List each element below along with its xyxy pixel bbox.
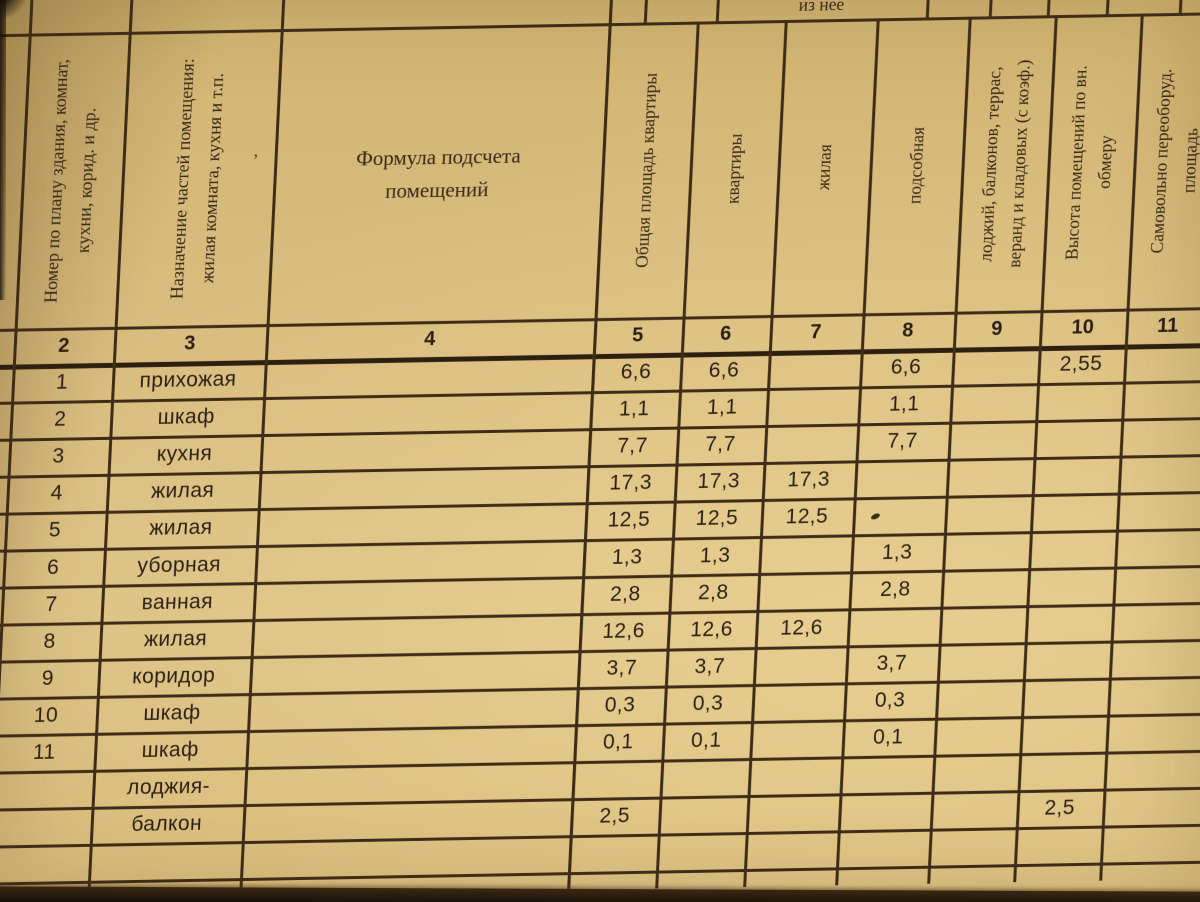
- cell-label-row8: жилая: [143, 626, 208, 651]
- col-number: 11: [1156, 314, 1179, 337]
- cell-c5-row7: 2,8: [609, 581, 642, 606]
- col-header-total-area: Общая площадь квартиры: [630, 72, 660, 268]
- cell-num-row3: 3: [51, 444, 66, 468]
- cell-label-row5: жилая: [148, 515, 214, 540]
- cell-c5-row10: 0,3: [604, 692, 636, 717]
- cell-label-row4: жилая: [150, 478, 215, 503]
- cell-num-row5: 5: [48, 518, 62, 542]
- cell-c5-row3: 7,7: [616, 433, 649, 458]
- col-number: 5: [631, 323, 644, 347]
- grid-vline-stub: [1046, 0, 1052, 16]
- cell-c5-row1: 6,6: [620, 359, 652, 384]
- grid-vline-stub: [1178, 0, 1184, 13]
- cell-c8-row7: 2,8: [879, 576, 912, 601]
- cell-num-row2: 2: [53, 407, 67, 431]
- col-header-calc-formula: Формула подсчета помещений: [355, 143, 522, 203]
- grid-vline-stub: [1105, 0, 1111, 15]
- cell-c8-row6: 1,3: [881, 539, 913, 564]
- cell-c6-row6: 1,3: [699, 543, 731, 567]
- cell-c6-row3: 7,7: [704, 432, 737, 456]
- col-header-auxiliary: подсобная: [903, 126, 928, 204]
- cell-label-row2: шкаф: [157, 404, 216, 429]
- cell-c10-row13: 2,5: [1043, 795, 1076, 820]
- photo-corner-shadow: [0, 0, 52, 42]
- cell-c6-row2: 1,1: [706, 395, 739, 419]
- cell-label-row1: прихожая: [139, 367, 237, 392]
- cell-num-row10: 10: [33, 703, 59, 727]
- cell-num-row9: 9: [41, 666, 55, 690]
- cell-c7-row5: 12,5: [785, 504, 829, 529]
- cell-c6-row10: 0,3: [692, 691, 724, 715]
- cell-c8-row10: 0,3: [874, 687, 906, 712]
- col-header-room-purpose: Назначение частей помещения: жилая комна…: [166, 57, 227, 299]
- cell-c5-row9: 3,7: [606, 655, 638, 680]
- cell-num-row1: 1: [55, 370, 69, 394]
- col-header-living: жилая: [812, 143, 835, 190]
- photo-left-edge-shadow: [0, 0, 6, 300]
- table-body: 1 прихожая 6,6 6,6 6,6 2,55 2 шкаф 1,1 1,1 1,1 3 кух…: [10, 0, 1200, 836]
- cell-label-row10: шкаф: [142, 700, 202, 725]
- cell-label-row11: шкаф: [141, 737, 200, 762]
- col-number: 8: [901, 318, 914, 342]
- cell-label-row9: коридор: [131, 663, 216, 688]
- cell-label-row13: балкон: [130, 811, 203, 836]
- grid-vline-stub: [643, 0, 649, 23]
- col-number: 10: [1071, 315, 1095, 339]
- cell-c6-row1: 6,6: [708, 358, 740, 382]
- cell-c6-row9: 3,7: [694, 654, 726, 678]
- col-header-apartment: квартиры: [721, 132, 745, 204]
- col-number: 3: [183, 331, 196, 355]
- col-number: 2: [57, 334, 70, 357]
- cell-num-row4: 4: [50, 481, 64, 505]
- cell-c7-row8: 12,6: [779, 615, 824, 640]
- cell-num-row8: 8: [43, 629, 57, 653]
- cell-c5-row11: 0,1: [602, 729, 635, 754]
- cell-c5-row6: 1,3: [611, 544, 643, 569]
- cell-c6-row11: 0,1: [690, 728, 723, 752]
- cell-c5-row4: 17,3: [608, 470, 653, 495]
- cell-c5-row8: 12,6: [601, 618, 646, 643]
- cell-c6-row7: 2,8: [697, 580, 730, 604]
- col-number: 6: [719, 322, 732, 345]
- cell-c8-row1: 6,6: [890, 354, 922, 379]
- grid-vline-stub: [988, 0, 994, 17]
- col-number: 7: [809, 320, 822, 343]
- cell-label-row7: ванная: [141, 589, 214, 614]
- cell-label-row3: кухня: [156, 441, 213, 466]
- cell-num-row7: 7: [44, 592, 58, 616]
- col-header-number-on-plan: Номер по плану здания, комнат, кухни, ко…: [40, 58, 100, 303]
- grid-vline-stub: [925, 0, 931, 18]
- stray-mark: ʼ: [252, 150, 259, 171]
- col-header-room-height: Высота помещений по вн. обмеру: [1061, 64, 1117, 260]
- cell-c7-row4: 17,3: [786, 467, 831, 492]
- col-header-loggias-balconies: лоджий, балконов, террас, веранд и кладо…: [975, 58, 1034, 268]
- cell-c5-row5: 12,5: [607, 507, 651, 532]
- cell-num-row6: 6: [46, 555, 60, 579]
- cell-label-row6: уборная: [136, 552, 222, 577]
- cell-num-row11: 11: [32, 740, 57, 764]
- cell-c8-row2: 1,1: [888, 391, 921, 416]
- cell-c8-row3: 7,7: [886, 428, 919, 453]
- cell-c8-row9: 3,7: [876, 650, 908, 675]
- cell-c6-row8: 12,6: [689, 616, 734, 641]
- cell-c6-row4: 17,3: [696, 468, 741, 493]
- col-number: 4: [423, 327, 436, 350]
- cell-c10-row1: 2,55: [1059, 351, 1103, 376]
- cell-c6-row5: 12,5: [695, 505, 739, 530]
- cell-c8-row11: 0,1: [872, 724, 905, 749]
- cell-label-row12: лоджия-: [126, 774, 211, 799]
- col-number: 9: [990, 317, 1003, 340]
- cell-c5-row2: 1,1: [618, 396, 651, 421]
- cell-c5-row13: 2,5: [598, 803, 631, 828]
